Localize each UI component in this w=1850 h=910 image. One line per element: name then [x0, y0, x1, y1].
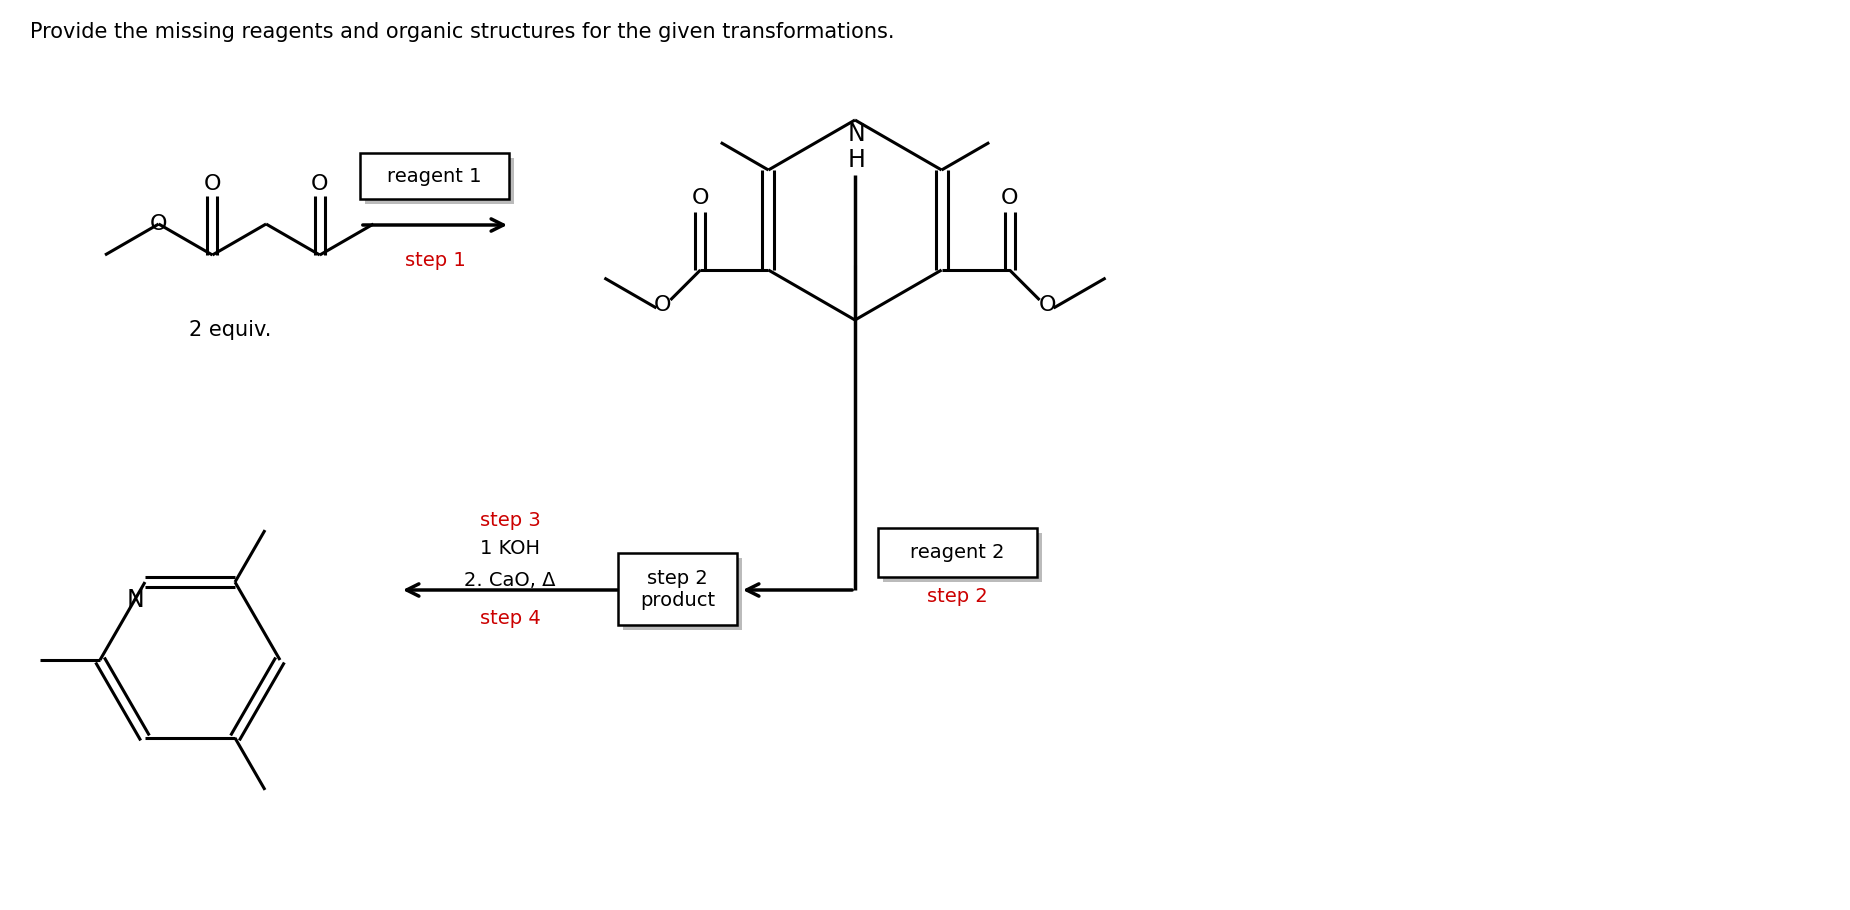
Text: O: O — [1001, 188, 1018, 208]
Text: reagent 1: reagent 1 — [387, 167, 481, 186]
Text: 2 equiv.: 2 equiv. — [189, 320, 272, 340]
Text: Provide the missing reagents and organic structures for the given transformation: Provide the missing reagents and organic… — [30, 22, 895, 42]
FancyBboxPatch shape — [618, 553, 736, 625]
Text: H: H — [847, 148, 866, 172]
Text: N: N — [126, 588, 144, 612]
FancyBboxPatch shape — [361, 153, 509, 199]
Text: O: O — [692, 188, 709, 208]
Text: O: O — [653, 295, 672, 315]
FancyBboxPatch shape — [364, 158, 514, 204]
FancyBboxPatch shape — [623, 558, 742, 630]
Text: step 2: step 2 — [927, 588, 988, 606]
Text: O: O — [150, 214, 168, 234]
Text: step 2
product: step 2 product — [640, 569, 716, 610]
Text: step 3: step 3 — [479, 511, 540, 530]
Text: O: O — [204, 174, 222, 194]
Text: 2. CaO, Δ: 2. CaO, Δ — [464, 571, 555, 590]
FancyBboxPatch shape — [879, 528, 1038, 577]
Text: O: O — [1040, 295, 1056, 315]
Text: N: N — [847, 122, 866, 146]
Text: O: O — [311, 174, 329, 194]
Text: reagent 2: reagent 2 — [910, 543, 1005, 562]
FancyBboxPatch shape — [882, 533, 1042, 582]
Text: 1 KOH: 1 KOH — [479, 539, 540, 558]
Text: step 1: step 1 — [405, 250, 466, 269]
Text: step 4: step 4 — [479, 609, 540, 628]
